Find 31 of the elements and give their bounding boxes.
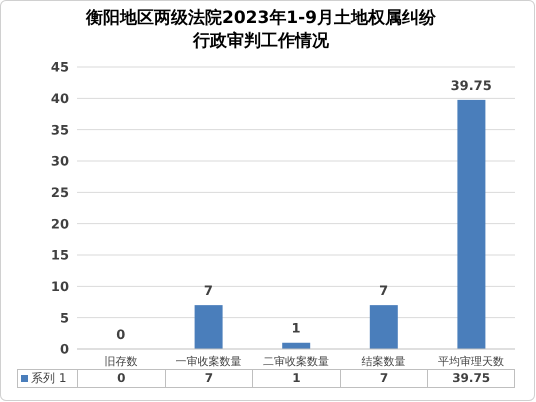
data-label: 1 xyxy=(252,369,340,388)
text: 0 xyxy=(116,328,126,343)
y-tick-label: 15 xyxy=(50,248,69,264)
data-label: 7 xyxy=(340,369,428,388)
bar xyxy=(370,305,398,349)
y-tick-label: 10 xyxy=(50,280,69,295)
y-tick-label: 25 xyxy=(50,186,69,201)
x-tick-label: 二审收案数量 xyxy=(263,354,329,368)
chart-title: 衡阳地区两级法院2023年1-9月土地权属纠纷行政审判工作情况 xyxy=(84,7,438,53)
x-tick-label: 一审收案数量 xyxy=(175,354,242,368)
y-tick-label: 40 xyxy=(50,92,69,107)
bar xyxy=(457,100,486,349)
text: 1 xyxy=(291,322,301,337)
text: 7 xyxy=(204,284,213,300)
data-label: 0 xyxy=(77,369,165,388)
data-label: 7 xyxy=(164,369,252,388)
y-tick-label: 20 xyxy=(50,217,69,232)
x-tick-label: 旧存数 xyxy=(104,354,138,368)
legend-label: 系列 1 xyxy=(31,370,66,387)
text: 39.75 xyxy=(450,78,492,94)
y-tick-label: 35 xyxy=(50,123,69,138)
bar xyxy=(282,342,310,349)
y-tick-label: 30 xyxy=(50,154,69,170)
data-label: 39.75 xyxy=(427,369,515,388)
bar xyxy=(194,305,223,349)
y-tick-label: 0 xyxy=(60,342,69,358)
x-tick-label: 结案数量 xyxy=(362,354,406,368)
text: 7 xyxy=(379,284,388,300)
y-tick-label: 5 xyxy=(60,311,69,326)
y-tick-label: 45 xyxy=(50,60,69,76)
x-tick-label: 平均审理天数 xyxy=(438,354,504,368)
